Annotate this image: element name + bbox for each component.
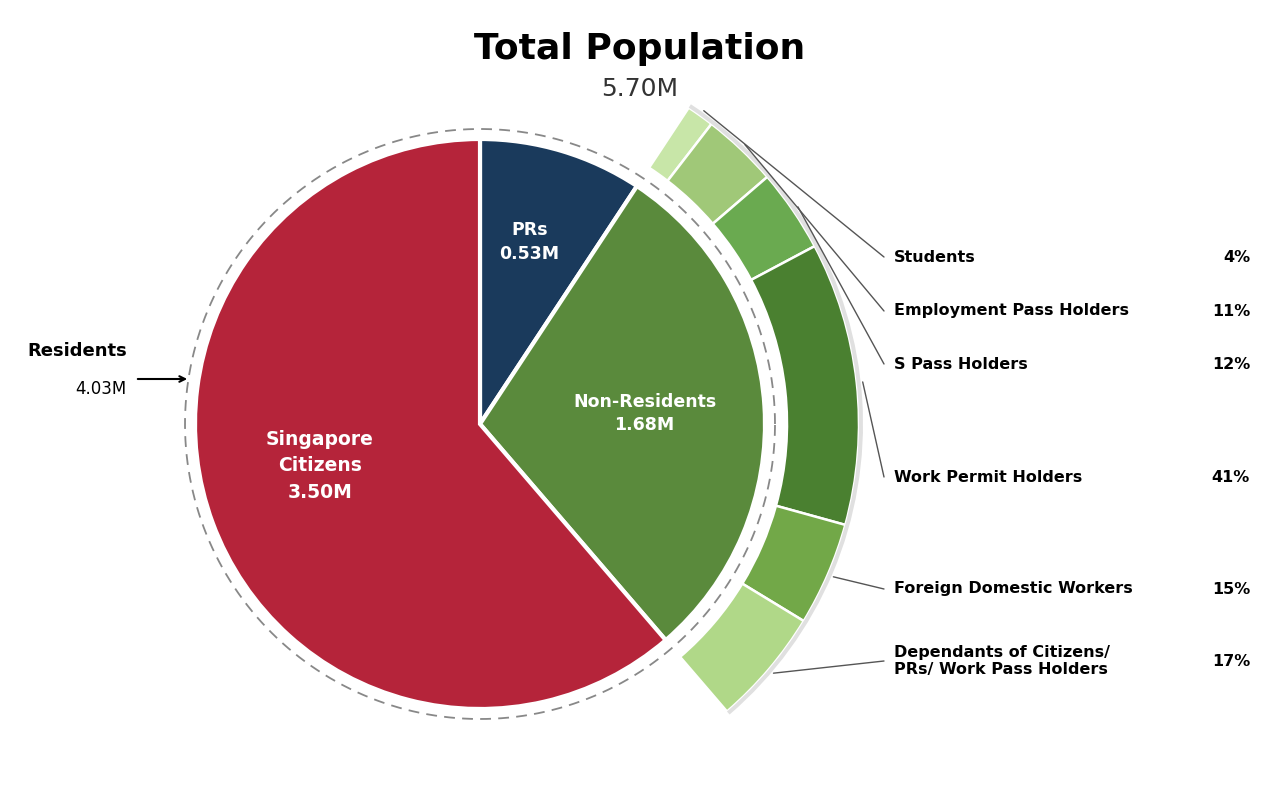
Text: S Pass Holders: S Pass Holders bbox=[893, 356, 1028, 372]
Text: Total Population: Total Population bbox=[475, 32, 805, 66]
Wedge shape bbox=[680, 583, 804, 711]
Text: Foreign Domestic Workers: Foreign Domestic Workers bbox=[893, 582, 1133, 597]
Text: Dependants of Citizens/
PRs/ Work Pass Holders: Dependants of Citizens/ PRs/ Work Pass H… bbox=[893, 645, 1110, 678]
Wedge shape bbox=[480, 139, 637, 424]
Wedge shape bbox=[668, 124, 767, 224]
Text: 15%: 15% bbox=[1212, 582, 1251, 597]
Text: Work Permit Holders: Work Permit Holders bbox=[893, 470, 1083, 484]
Text: Singapore
Citizens
3.50M: Singapore Citizens 3.50M bbox=[266, 430, 374, 502]
Text: Non-Residents
1.68M: Non-Residents 1.68M bbox=[573, 393, 717, 435]
Text: PRs
0.53M: PRs 0.53M bbox=[499, 221, 559, 263]
Wedge shape bbox=[742, 506, 845, 621]
Wedge shape bbox=[195, 139, 666, 709]
Wedge shape bbox=[713, 177, 814, 280]
Text: 41%: 41% bbox=[1212, 470, 1251, 484]
Wedge shape bbox=[173, 117, 787, 731]
Text: 12%: 12% bbox=[1212, 356, 1251, 372]
Text: 17%: 17% bbox=[1212, 654, 1251, 669]
Text: Students: Students bbox=[893, 249, 975, 264]
Wedge shape bbox=[689, 105, 863, 714]
Text: 5.70M: 5.70M bbox=[602, 77, 678, 101]
Wedge shape bbox=[751, 246, 859, 525]
Text: 11%: 11% bbox=[1212, 304, 1251, 319]
Text: Employment Pass Holders: Employment Pass Holders bbox=[893, 304, 1129, 319]
Text: 4%: 4% bbox=[1222, 249, 1251, 264]
Wedge shape bbox=[480, 186, 765, 640]
Text: Residents: Residents bbox=[27, 342, 127, 360]
Wedge shape bbox=[649, 108, 712, 181]
Text: 4.03M: 4.03M bbox=[76, 380, 127, 398]
